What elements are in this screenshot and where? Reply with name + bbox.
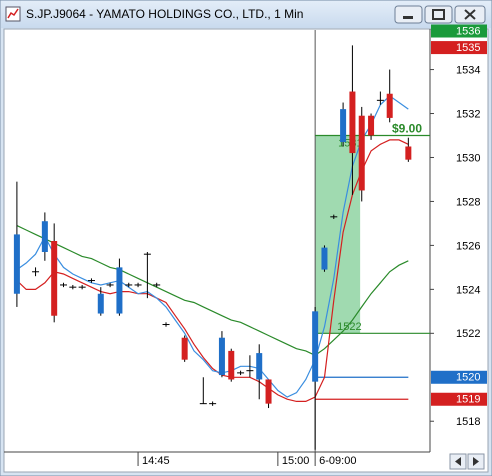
chart-area	[3, 28, 489, 473]
y-tick-label: 1518	[456, 416, 480, 428]
candle-body	[181, 337, 188, 360]
y-tick-label: 1524	[456, 284, 480, 296]
y-tick-label: 1532	[456, 108, 480, 120]
y-tick-label: 1522	[456, 328, 480, 340]
y-tick-label: 1526	[456, 240, 480, 252]
level-label: $9.00	[392, 122, 422, 136]
x-tick-label: 6-09:00	[319, 455, 356, 467]
scroll-right[interactable]	[467, 453, 485, 470]
price-marker-label: 1519	[456, 394, 480, 406]
minimize-button[interactable]	[394, 5, 423, 24]
close-button[interactable]	[454, 5, 486, 24]
y-tick-label: 1530	[456, 152, 480, 164]
moving-average	[16, 95, 409, 398]
candle-body	[13, 234, 20, 294]
moving-average	[16, 139, 409, 402]
candle-body	[358, 115, 365, 191]
moving-average	[16, 225, 409, 356]
price-marker	[431, 392, 487, 406]
candle-body	[368, 115, 375, 136]
y-tick-label: 1534	[456, 64, 480, 76]
candle-body	[116, 267, 123, 314]
candle-body	[265, 379, 272, 404]
candle-body	[41, 221, 48, 252]
x-tick-label: 15:00	[282, 455, 310, 467]
candle-body	[349, 91, 356, 154]
app-icon	[5, 6, 21, 22]
price-marker-label: 1520	[456, 372, 480, 384]
maximize-button[interactable]	[424, 5, 453, 24]
candle-body	[51, 241, 58, 316]
candle-body	[256, 353, 263, 380]
candle-body	[97, 293, 104, 314]
price-marker	[431, 41, 487, 55]
window-title: S.JP.J9064 - YAMATO HOLDINGS CO., LTD., …	[26, 7, 303, 21]
scroll-left[interactable]	[449, 453, 467, 470]
candle-body	[218, 337, 225, 376]
price-marker-label: 1536	[456, 25, 480, 37]
candle-body	[340, 109, 347, 143]
price-marker-label: 1535	[456, 42, 480, 54]
candle-body	[386, 93, 393, 118]
price-marker	[431, 24, 487, 38]
price-marker	[431, 370, 487, 384]
candle-body	[312, 311, 319, 382]
y-tick-label: 1528	[456, 196, 480, 208]
candle-body	[321, 247, 328, 270]
candle-body	[405, 146, 412, 160]
x-tick-label: 14:45	[142, 455, 170, 467]
candle-body	[228, 350, 235, 380]
